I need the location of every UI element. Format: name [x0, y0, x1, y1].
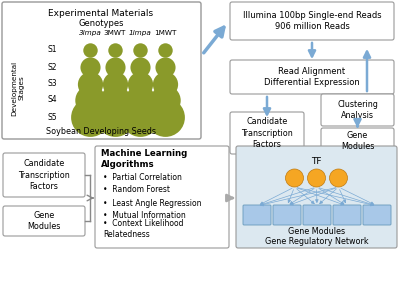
- Text: Developmental
Stages: Developmental Stages: [12, 60, 24, 116]
- Text: •  Random Forest: • Random Forest: [103, 186, 170, 194]
- Text: TF: TF: [311, 158, 322, 166]
- FancyBboxPatch shape: [230, 112, 304, 154]
- FancyBboxPatch shape: [273, 205, 301, 225]
- Point: [87, 65, 93, 69]
- Point: [112, 98, 118, 102]
- FancyBboxPatch shape: [333, 205, 361, 225]
- Text: S5: S5: [47, 112, 57, 122]
- Text: Candidate
Transcription
Factors: Candidate Transcription Factors: [18, 159, 70, 190]
- Point: [112, 115, 118, 119]
- Circle shape: [308, 169, 326, 187]
- Text: 3lmpa: 3lmpa: [78, 30, 102, 36]
- Circle shape: [330, 169, 348, 187]
- Point: [162, 82, 168, 86]
- Point: [112, 48, 118, 52]
- Text: Illumina 100bp Single-end Reads
906 million Reads: Illumina 100bp Single-end Reads 906 mill…: [243, 11, 381, 31]
- Text: 3MWT: 3MWT: [104, 30, 126, 36]
- Text: Gene Modules: Gene Modules: [288, 227, 345, 237]
- Text: •  Least Angle Regression: • Least Angle Regression: [103, 198, 202, 208]
- FancyBboxPatch shape: [321, 128, 394, 154]
- Text: 1lmpa: 1lmpa: [128, 30, 152, 36]
- Point: [137, 65, 143, 69]
- Text: Genotypes: Genotypes: [78, 19, 124, 29]
- Point: [137, 48, 143, 52]
- Text: Soybean Developing Seeds: Soybean Developing Seeds: [46, 126, 156, 136]
- Text: •  Partial Correlation: • Partial Correlation: [103, 172, 182, 182]
- FancyBboxPatch shape: [303, 205, 331, 225]
- FancyBboxPatch shape: [2, 2, 201, 139]
- Text: S4: S4: [47, 96, 57, 104]
- Text: Gene
Modules: Gene Modules: [27, 211, 61, 231]
- Point: [162, 115, 168, 119]
- FancyBboxPatch shape: [230, 60, 394, 94]
- Text: S3: S3: [47, 80, 57, 88]
- Text: 1MWT: 1MWT: [154, 30, 176, 36]
- FancyBboxPatch shape: [3, 206, 85, 236]
- Circle shape: [286, 169, 304, 187]
- Point: [87, 82, 93, 86]
- Text: •  Mutual Information: • Mutual Information: [103, 212, 186, 221]
- Text: Read Alignment
Differential Expression: Read Alignment Differential Expression: [264, 67, 360, 87]
- Point: [162, 65, 168, 69]
- FancyBboxPatch shape: [321, 94, 394, 126]
- Point: [137, 115, 143, 119]
- Point: [112, 82, 118, 86]
- FancyBboxPatch shape: [363, 205, 391, 225]
- Text: •  Context Likelihood
Relatedness: • Context Likelihood Relatedness: [103, 219, 184, 239]
- Point: [87, 98, 93, 102]
- Point: [87, 115, 93, 119]
- Text: Gene Regulatory Network: Gene Regulatory Network: [265, 237, 368, 247]
- Point: [137, 98, 143, 102]
- Point: [87, 48, 93, 52]
- FancyBboxPatch shape: [243, 205, 271, 225]
- Text: Candidate
Transcription
Factors: Candidate Transcription Factors: [241, 117, 293, 149]
- FancyBboxPatch shape: [3, 153, 85, 197]
- Point: [162, 48, 168, 52]
- Point: [137, 82, 143, 86]
- Text: Experimental Materials: Experimental Materials: [48, 9, 154, 19]
- Point: [112, 65, 118, 69]
- Text: Gene
Modules: Gene Modules: [341, 131, 374, 151]
- FancyBboxPatch shape: [95, 146, 229, 248]
- FancyBboxPatch shape: [236, 146, 397, 248]
- Text: S1: S1: [48, 45, 57, 55]
- Text: Machine Learning
Algorithms: Machine Learning Algorithms: [101, 149, 187, 169]
- Point: [162, 98, 168, 102]
- FancyBboxPatch shape: [230, 2, 394, 40]
- Text: S2: S2: [48, 63, 57, 72]
- Text: Clustering
Analysis: Clustering Analysis: [337, 100, 378, 120]
